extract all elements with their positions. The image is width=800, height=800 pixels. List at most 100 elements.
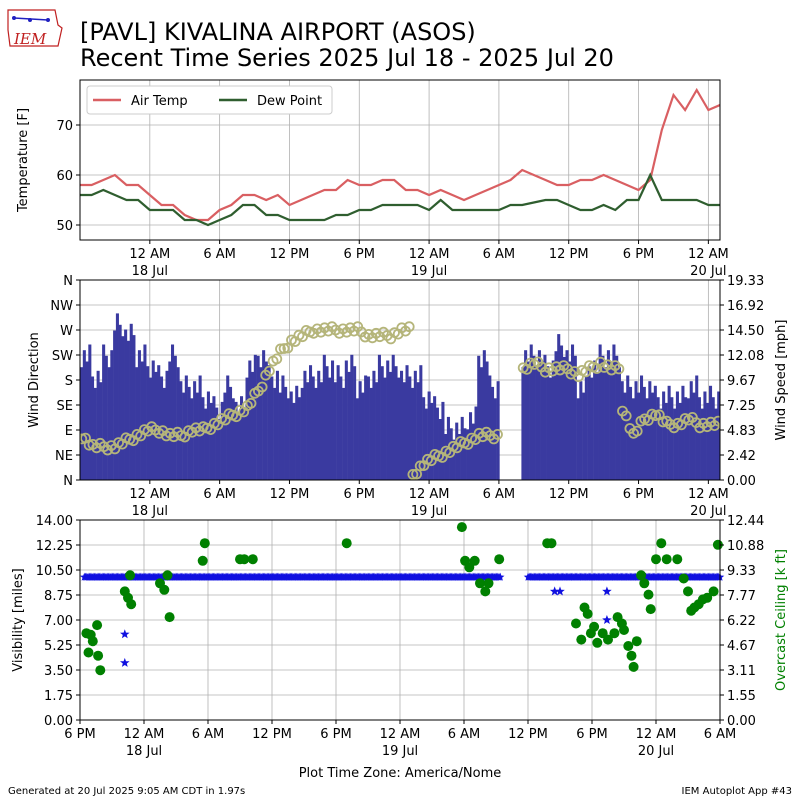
wind-speed-bar xyxy=(251,371,255,480)
y-tick-label-left: N xyxy=(63,274,73,289)
wind-speed-bar xyxy=(706,402,710,480)
wind-speed-bar xyxy=(223,392,227,480)
wind-speed-bar xyxy=(262,350,266,480)
wind-speed-bar xyxy=(692,392,696,480)
wind-speed-bar xyxy=(217,419,221,480)
wind-speed-bar xyxy=(402,382,406,480)
wind-speed-bar xyxy=(380,366,384,480)
wind-speed-bar xyxy=(278,392,282,480)
wind-speed-bar xyxy=(422,397,426,480)
wind-speed-bar xyxy=(427,391,431,480)
wind-speed-bar xyxy=(700,408,704,480)
wind-speed-bar xyxy=(609,361,613,480)
ceiling-marker xyxy=(159,584,170,595)
wind-speed-bar xyxy=(286,398,290,480)
wind-direction-marker xyxy=(403,321,415,333)
wind-speed-bar xyxy=(579,381,583,480)
wind-speed-bar xyxy=(587,366,591,480)
ceiling-marker xyxy=(656,538,667,549)
wind-speed-bar xyxy=(267,365,271,480)
wind-speed-bar xyxy=(573,355,577,480)
ceiling-marker xyxy=(546,538,557,549)
wind-speed-bar xyxy=(104,355,108,480)
wind-speed-bar xyxy=(529,344,533,480)
ceiling-marker xyxy=(643,589,654,600)
wind-speed-bar xyxy=(195,392,199,480)
wind-direction-marker xyxy=(245,397,257,409)
x-tick-label: 12 AM xyxy=(129,247,170,262)
visibility-marker xyxy=(602,586,612,596)
wind-speed-bar xyxy=(124,329,128,480)
visibility-marker xyxy=(120,657,130,667)
y-tick-label-left: 10.50 xyxy=(36,564,73,579)
wind-speed-bar xyxy=(452,439,456,480)
wind-speed-bar xyxy=(664,402,668,480)
legend-label: Air Temp xyxy=(131,94,188,109)
wind-speed-bar xyxy=(540,361,544,480)
visibility-marker xyxy=(120,629,130,639)
wind-speed-bar xyxy=(264,361,268,480)
wind-panel: N NE E SE S SW W NW N 0.00 2.42 4.83 7.25 9.67 12.08 14… xyxy=(27,274,789,519)
wind-speed-bar xyxy=(645,398,649,480)
wind-speed-bar xyxy=(543,354,547,480)
y-tick-label-right: 9.33 xyxy=(727,564,756,579)
wind-direction-marker xyxy=(712,415,720,427)
y-tick-label-left: SE xyxy=(57,399,73,414)
wind-speed-bar xyxy=(568,361,572,480)
ceiling-marker xyxy=(661,554,672,565)
wind-speed-bar xyxy=(488,375,492,480)
x-tick-label: 6 AM xyxy=(704,727,737,742)
wind-speed-bar xyxy=(113,330,117,480)
x-tick-label: 6 AM xyxy=(448,727,481,742)
wind-speed-bar xyxy=(82,350,86,480)
wind-speed-bar xyxy=(88,344,92,480)
wind-speed-bar xyxy=(413,370,417,480)
wind-speed-bar xyxy=(126,340,130,480)
wind-speed-bar xyxy=(212,396,216,480)
wind-speed-bar xyxy=(270,376,274,480)
wind-speed-bar xyxy=(524,350,528,480)
y-tick-label-right: 0.00 xyxy=(727,714,756,729)
y-axis-label: Temperature [F] xyxy=(16,108,31,213)
wind-speed-bar xyxy=(430,402,434,480)
x-tick-label: 6 AM xyxy=(483,247,516,262)
wind-speed-bar xyxy=(648,381,652,480)
wind-speed-bar xyxy=(617,367,621,480)
wind-speed-bar xyxy=(102,344,106,480)
ceiling-marker xyxy=(83,647,94,658)
ceiling-marker xyxy=(483,578,494,589)
wind-speed-bar xyxy=(424,408,428,480)
ceiling-marker xyxy=(645,604,656,615)
wind-speed-bar xyxy=(333,382,337,480)
wind-speed-bar xyxy=(184,375,188,480)
wind-speed-bar xyxy=(626,375,630,480)
x-tick-date-label: 18 Jul xyxy=(132,504,168,519)
wind-speed-bar xyxy=(297,397,301,480)
x-tick-label: 6 AM xyxy=(203,247,236,262)
x-tick-date-label: 20 Jul xyxy=(638,744,674,759)
y-tick-label-left: NW xyxy=(50,299,73,314)
wind-speed-bar xyxy=(231,398,235,480)
wind-speed-bar xyxy=(433,396,437,480)
visibility-marker xyxy=(602,615,612,624)
ceiling-marker xyxy=(589,621,600,632)
wind-speed-bar xyxy=(85,361,89,480)
y-tick-label-right: 3.11 xyxy=(727,664,756,679)
wind-speed-bar xyxy=(656,397,660,480)
wind-speed-bar xyxy=(314,387,318,480)
wind-speed-bar xyxy=(521,367,525,480)
ceiling-marker xyxy=(469,555,480,566)
wind-speed-bar xyxy=(364,375,368,480)
wind-speed-bar xyxy=(590,377,594,480)
y-tick-label-left: 7.00 xyxy=(44,614,73,629)
wind-speed-bar xyxy=(292,402,296,480)
wind-speed-bar xyxy=(245,377,249,480)
y-tick-label-right: 4.67 xyxy=(727,639,756,654)
wind-speed-bar xyxy=(386,360,390,480)
temperature-panel: 50 60 70 12 AM 18 Jul 6 AM 12 PM 6 PM 12 AM 19 Ju… xyxy=(16,79,729,279)
x-tick-label: 12 AM xyxy=(129,487,170,502)
wind-speed-bar xyxy=(377,354,381,480)
wind-speed-bar xyxy=(711,397,715,480)
wind-speed-bar xyxy=(659,408,663,480)
x-tick-date-label: 18 Jul xyxy=(126,744,162,759)
